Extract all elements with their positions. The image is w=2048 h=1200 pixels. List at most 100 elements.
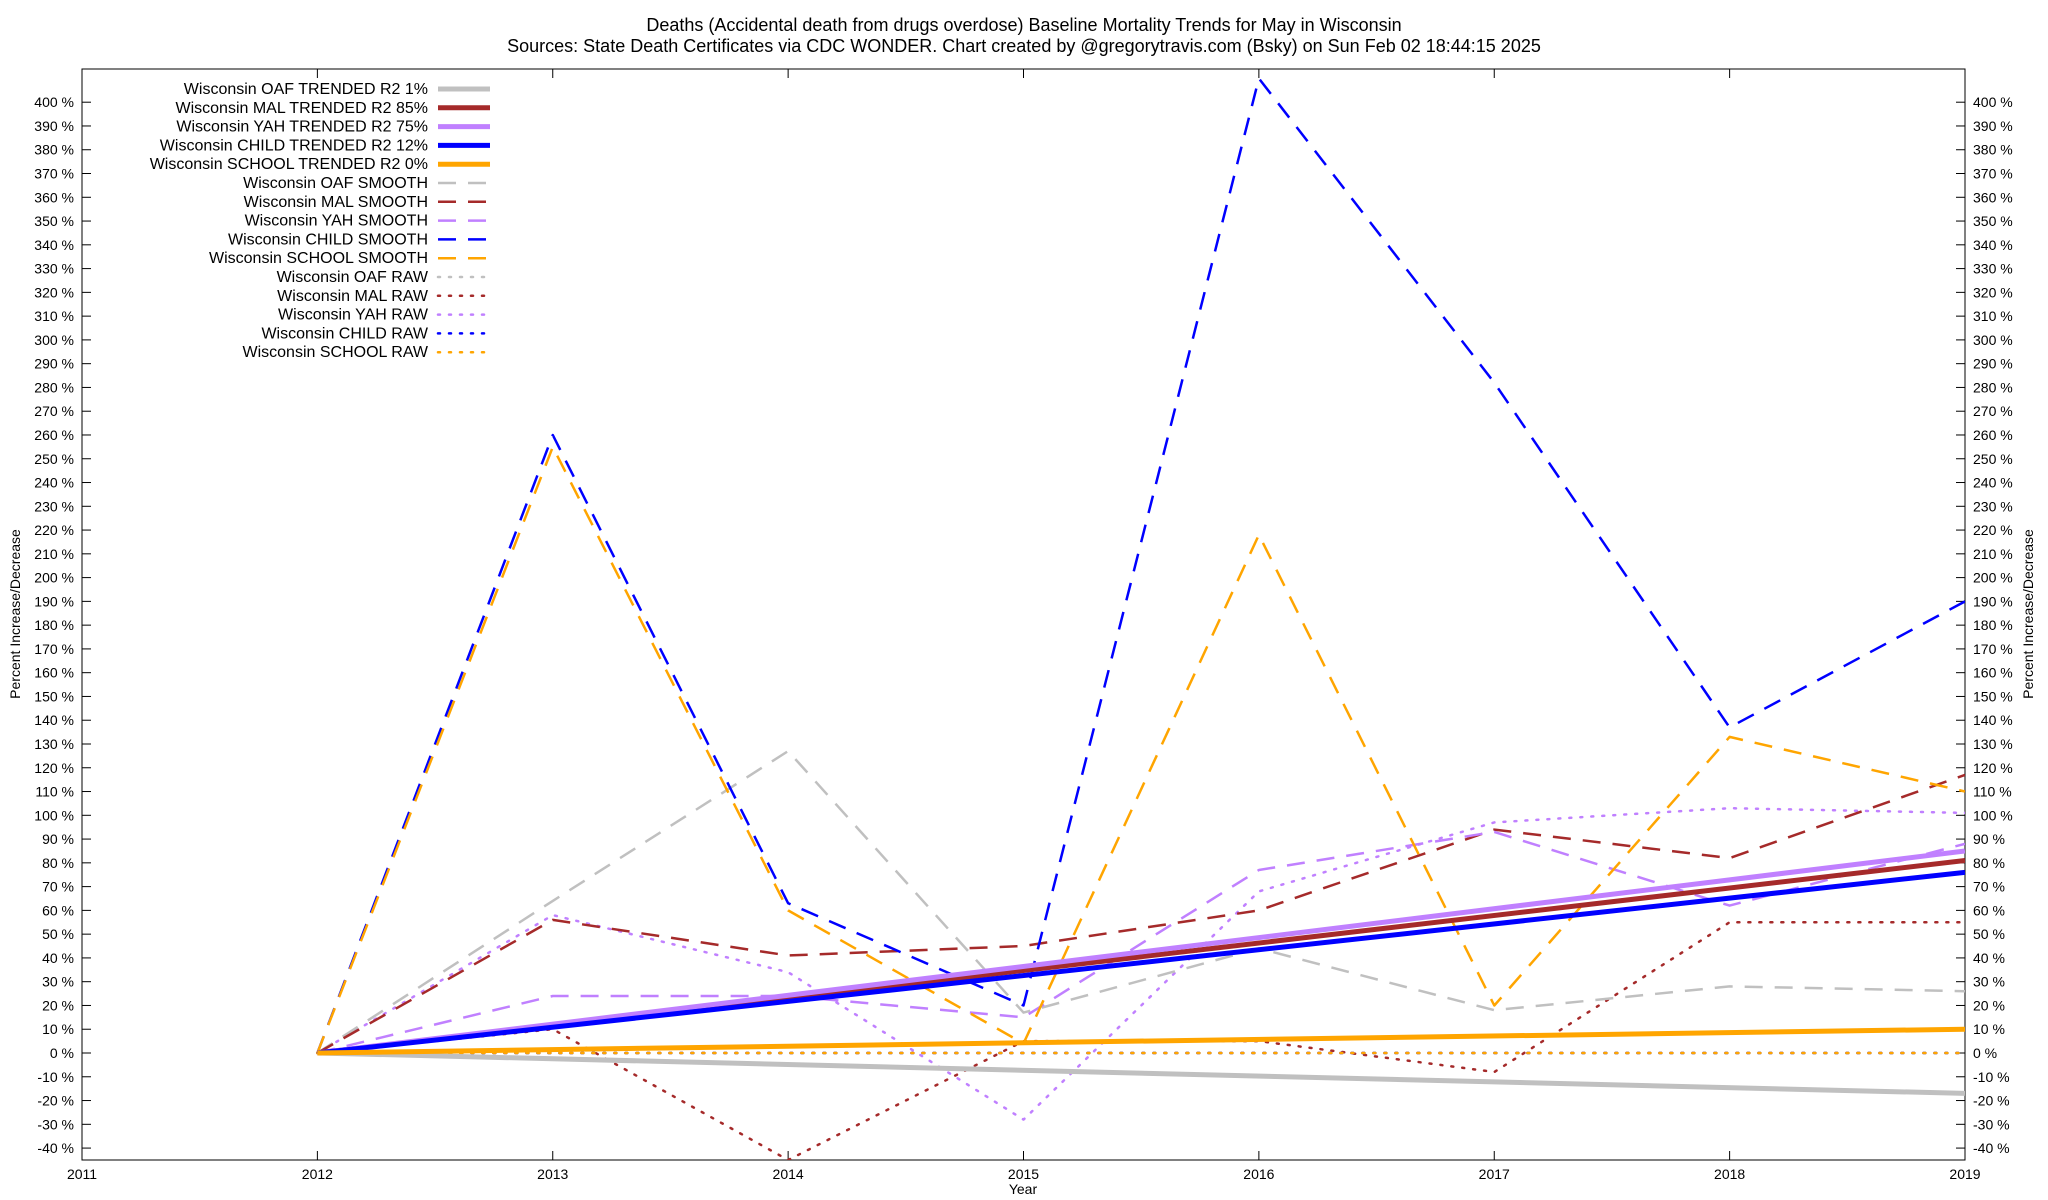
x-tick-label: 2019 bbox=[1949, 1166, 1980, 1182]
y-tick-label-right: 210 % bbox=[1973, 546, 2013, 562]
x-tick-label: 2016 bbox=[1243, 1166, 1274, 1182]
y-tick-label-right: 140 % bbox=[1973, 712, 2013, 728]
y-tick-label-left: 370 % bbox=[34, 166, 74, 182]
y-tick-label-right: 260 % bbox=[1973, 427, 2013, 443]
y-tick-label-left: 380 % bbox=[34, 142, 74, 158]
y-tick-label-left: -30 % bbox=[37, 1116, 74, 1132]
series-line-wisconsin-school-smooth bbox=[316, 445, 1965, 1054]
y-tick-label-right: 20 % bbox=[1973, 997, 2005, 1013]
y-tick-label-right: 340 % bbox=[1973, 237, 2013, 253]
legend-label: Wisconsin CHILD RAW bbox=[261, 325, 428, 342]
series-line-wisconsin-mal-raw bbox=[316, 921, 1965, 1160]
y-tick-label-right: 390 % bbox=[1973, 118, 2013, 134]
y-tick-label-left: 150 % bbox=[34, 688, 74, 704]
y-tick-label-left: 120 % bbox=[34, 760, 74, 776]
y-tick-label-left: 300 % bbox=[34, 332, 74, 348]
y-tick-label-right: 380 % bbox=[1973, 142, 2013, 158]
y-tick-label-left: -40 % bbox=[37, 1140, 74, 1156]
y-tick-label-right: 360 % bbox=[1973, 189, 2013, 205]
y-tick-label-left: 20 % bbox=[42, 997, 74, 1013]
y-tick-label-right: 110 % bbox=[1973, 784, 2012, 800]
legend-label: Wisconsin CHILD SMOOTH bbox=[228, 231, 428, 248]
y-tick-label-left: 200 % bbox=[34, 570, 74, 586]
y-tick-label-right: 190 % bbox=[1973, 593, 2013, 609]
y-tick-label-left: 40 % bbox=[42, 950, 74, 966]
y-tick-label-right: -10 % bbox=[1973, 1069, 2010, 1085]
x-tick-label: 2012 bbox=[302, 1166, 333, 1182]
y-tick-label-left: 10 % bbox=[42, 1021, 74, 1037]
y-axis-label-right: Percent Increase/Decrease bbox=[2020, 529, 2036, 699]
y-tick-label-right: 30 % bbox=[1973, 974, 2005, 990]
y-tick-label-left: 340 % bbox=[34, 237, 74, 253]
y-tick-label-left: 220 % bbox=[34, 522, 74, 538]
legend-label: Wisconsin YAH RAW bbox=[278, 307, 429, 324]
series-line-wisconsin-oaf-trended-r2 bbox=[317, 1050, 1965, 1096]
y-tick-label-right: 320 % bbox=[1973, 284, 2013, 300]
chart-subtitle: Sources: State Death Certificates via CD… bbox=[507, 36, 1541, 56]
x-tick-label: 2013 bbox=[537, 1166, 568, 1182]
y-tick-label-right: 150 % bbox=[1973, 688, 2013, 704]
y-tick-label-left: 90 % bbox=[42, 831, 74, 847]
y-tick-label-left: 80 % bbox=[42, 855, 74, 871]
y-tick-label-left: 180 % bbox=[34, 617, 74, 633]
legend-label: Wisconsin MAL RAW bbox=[277, 288, 429, 305]
chart-legend: Wisconsin OAF TRENDED R2 1% Wisconsin MAL… bbox=[150, 81, 492, 361]
series-line-wisconsin-school-trended-r2 bbox=[317, 1026, 1965, 1056]
y-tick-label-left: 110 % bbox=[35, 784, 74, 800]
y-tick-label-right: 300 % bbox=[1973, 332, 2013, 348]
legend-label: Wisconsin OAF SMOOTH bbox=[243, 175, 428, 192]
y-tick-label-left: 400 % bbox=[34, 94, 74, 110]
y-tick-label-right: 330 % bbox=[1973, 261, 2013, 277]
y-tick-label-right: 120 % bbox=[1973, 760, 2013, 776]
y-tick-label-left: -10 % bbox=[37, 1069, 74, 1085]
y-tick-label-left: 0 % bbox=[50, 1045, 74, 1061]
legend-label: Wisconsin SCHOOL SMOOTH bbox=[209, 250, 428, 267]
y-tick-label-left: 240 % bbox=[34, 475, 74, 491]
series-line-wisconsin-yah-smooth bbox=[317, 830, 1965, 1055]
y-tick-label-left: 50 % bbox=[42, 926, 74, 942]
y-tick-label-left: 280 % bbox=[34, 379, 74, 395]
x-tick-label: 2018 bbox=[1714, 1166, 1745, 1182]
y-tick-label-left: 30 % bbox=[42, 974, 74, 990]
y-tick-label-right: -30 % bbox=[1973, 1116, 2010, 1132]
legend-label: Wisconsin OAF RAW bbox=[277, 269, 429, 286]
y-tick-label-left: 100 % bbox=[34, 807, 74, 823]
y-tick-label-left: 170 % bbox=[34, 641, 74, 657]
y-tick-label-right: 230 % bbox=[1973, 498, 2013, 514]
y-tick-label-right: 240 % bbox=[1973, 475, 2013, 491]
series-layer bbox=[316, 77, 1965, 1160]
y-tick-label-right: 180 % bbox=[1973, 617, 2013, 633]
x-tick-label: 2011 bbox=[67, 1166, 97, 1182]
chart-title: Deaths (Accidental death from drugs over… bbox=[646, 15, 1401, 35]
y-tick-label-right: 270 % bbox=[1973, 403, 2013, 419]
y-tick-label-right: 60 % bbox=[1973, 902, 2005, 918]
series-line-wisconsin-yah-raw bbox=[316, 806, 1965, 1121]
y-tick-label-left: 390 % bbox=[34, 118, 74, 134]
y-tick-label-right: 250 % bbox=[1973, 451, 2013, 467]
y-tick-label-right: 90 % bbox=[1973, 831, 2005, 847]
legend-label: Wisconsin SCHOOL TRENDED R2 0% bbox=[150, 156, 428, 173]
series-line-wisconsin-yah-trended-r2 bbox=[317, 848, 1965, 1056]
y-tick-label-right: -40 % bbox=[1973, 1140, 2010, 1156]
series-line-wisconsin-child-smooth bbox=[316, 77, 1965, 1054]
y-tick-label-right: 370 % bbox=[1973, 166, 2013, 182]
series-line-wisconsin-mal-smooth bbox=[316, 773, 1965, 1055]
y-tick-label-left: 60 % bbox=[42, 902, 74, 918]
y-tick-label-right: 290 % bbox=[1973, 356, 2013, 372]
y-tick-label-right: 80 % bbox=[1973, 855, 2005, 871]
y-tick-label-right: 400 % bbox=[1973, 94, 2013, 110]
x-tick-label: 2015 bbox=[1008, 1166, 1039, 1182]
series-lines bbox=[316, 77, 1965, 1160]
y-tick-label-left: 360 % bbox=[34, 189, 74, 205]
legend-label: Wisconsin SCHOOL RAW bbox=[242, 344, 428, 361]
y-tick-label-right: 310 % bbox=[1973, 308, 2013, 324]
y-tick-label-left: 290 % bbox=[34, 356, 74, 372]
y-tick-label-right: 40 % bbox=[1973, 950, 2005, 966]
y-tick-label-right: 280 % bbox=[1973, 379, 2013, 395]
y-tick-label-left: 210 % bbox=[34, 546, 74, 562]
y-tick-label-left: 330 % bbox=[34, 261, 74, 277]
y-tick-label-right: 50 % bbox=[1973, 926, 2005, 942]
y-tick-label-left: 250 % bbox=[34, 451, 74, 467]
y-tick-label-left: 130 % bbox=[34, 736, 74, 752]
